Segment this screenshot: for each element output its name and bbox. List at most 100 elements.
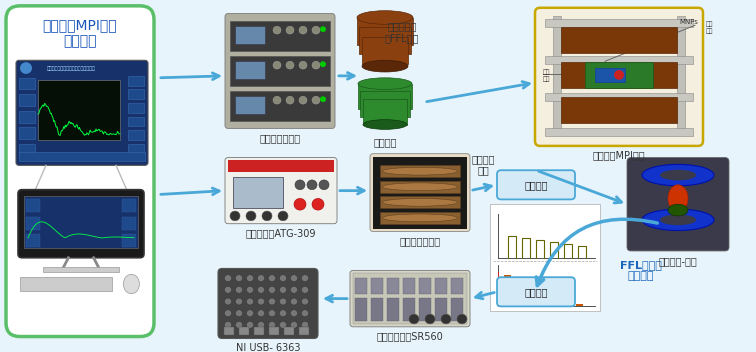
- Bar: [235, 26, 265, 44]
- Bar: [380, 196, 460, 208]
- Bar: [545, 128, 693, 136]
- Bar: [490, 204, 600, 311]
- Bar: [403, 278, 415, 294]
- Ellipse shape: [123, 274, 139, 294]
- Circle shape: [286, 96, 294, 104]
- Circle shape: [320, 96, 326, 102]
- Bar: [373, 157, 467, 228]
- Bar: [26, 217, 40, 230]
- Bar: [24, 195, 138, 248]
- Bar: [540, 298, 547, 306]
- Bar: [122, 199, 136, 212]
- Bar: [545, 93, 693, 101]
- Circle shape: [290, 275, 298, 282]
- Circle shape: [273, 26, 281, 34]
- Circle shape: [280, 298, 287, 305]
- Bar: [595, 68, 625, 82]
- Bar: [553, 15, 561, 132]
- Bar: [387, 278, 399, 294]
- Bar: [358, 84, 412, 109]
- Text: FFL处粒子
产生信号: FFL处粒子 产生信号: [620, 260, 662, 281]
- Text: 信号激励-接收: 信号激励-接收: [658, 256, 697, 266]
- Circle shape: [225, 275, 231, 282]
- Bar: [435, 298, 447, 321]
- Circle shape: [312, 26, 320, 34]
- Bar: [380, 181, 460, 193]
- Text: 可编程直流电源: 可编程直流电源: [259, 133, 301, 143]
- Circle shape: [258, 287, 265, 293]
- Bar: [564, 303, 571, 306]
- Text: 激励线圈: 激励线圈: [524, 180, 548, 190]
- FancyBboxPatch shape: [350, 270, 470, 327]
- Ellipse shape: [382, 183, 458, 191]
- Text: 通入激励
电流: 通入激励 电流: [472, 154, 495, 175]
- Ellipse shape: [642, 164, 714, 186]
- FancyBboxPatch shape: [218, 269, 318, 339]
- Bar: [228, 161, 334, 172]
- Circle shape: [246, 321, 253, 328]
- Circle shape: [268, 287, 275, 293]
- Bar: [516, 287, 523, 306]
- Circle shape: [302, 321, 308, 328]
- Circle shape: [290, 287, 298, 293]
- Bar: [545, 19, 693, 27]
- FancyBboxPatch shape: [535, 8, 703, 146]
- Circle shape: [286, 61, 294, 69]
- Circle shape: [20, 62, 32, 74]
- Bar: [122, 234, 136, 247]
- Bar: [561, 62, 677, 88]
- Bar: [19, 152, 145, 162]
- Circle shape: [614, 70, 624, 80]
- Bar: [355, 278, 367, 294]
- Circle shape: [246, 310, 253, 316]
- Circle shape: [299, 61, 307, 69]
- Circle shape: [302, 298, 308, 305]
- Bar: [19, 111, 35, 122]
- Ellipse shape: [363, 120, 407, 130]
- Bar: [419, 298, 431, 321]
- Bar: [561, 97, 677, 122]
- Bar: [38, 80, 120, 140]
- FancyBboxPatch shape: [627, 158, 729, 251]
- Bar: [357, 18, 413, 45]
- Bar: [552, 302, 559, 306]
- Ellipse shape: [668, 185, 688, 212]
- Circle shape: [258, 321, 265, 328]
- Circle shape: [302, 310, 308, 316]
- Bar: [233, 177, 283, 208]
- Circle shape: [312, 199, 324, 210]
- Bar: [380, 165, 460, 177]
- Ellipse shape: [660, 170, 696, 181]
- Bar: [19, 127, 35, 139]
- Bar: [122, 217, 136, 230]
- Bar: [128, 76, 144, 86]
- Bar: [43, 266, 119, 272]
- FancyBboxPatch shape: [225, 158, 337, 224]
- Circle shape: [225, 287, 231, 293]
- Ellipse shape: [382, 214, 458, 222]
- Bar: [362, 37, 408, 64]
- Circle shape: [409, 314, 419, 324]
- Bar: [451, 298, 463, 321]
- Ellipse shape: [642, 209, 714, 231]
- Bar: [353, 273, 467, 324]
- Bar: [269, 327, 279, 335]
- FancyBboxPatch shape: [497, 170, 575, 199]
- Ellipse shape: [382, 199, 458, 206]
- Circle shape: [299, 96, 307, 104]
- Bar: [359, 27, 411, 55]
- Circle shape: [294, 199, 306, 210]
- Bar: [20, 277, 112, 291]
- Bar: [230, 21, 330, 51]
- Circle shape: [246, 211, 256, 221]
- Text: 开放结构MPI系统: 开放结构MPI系统: [593, 151, 646, 161]
- Circle shape: [258, 275, 265, 282]
- Bar: [128, 89, 144, 99]
- Ellipse shape: [357, 11, 413, 24]
- Bar: [371, 298, 383, 321]
- Circle shape: [273, 96, 281, 104]
- Circle shape: [319, 180, 329, 190]
- Circle shape: [236, 298, 243, 305]
- Bar: [585, 62, 653, 88]
- Circle shape: [268, 310, 275, 316]
